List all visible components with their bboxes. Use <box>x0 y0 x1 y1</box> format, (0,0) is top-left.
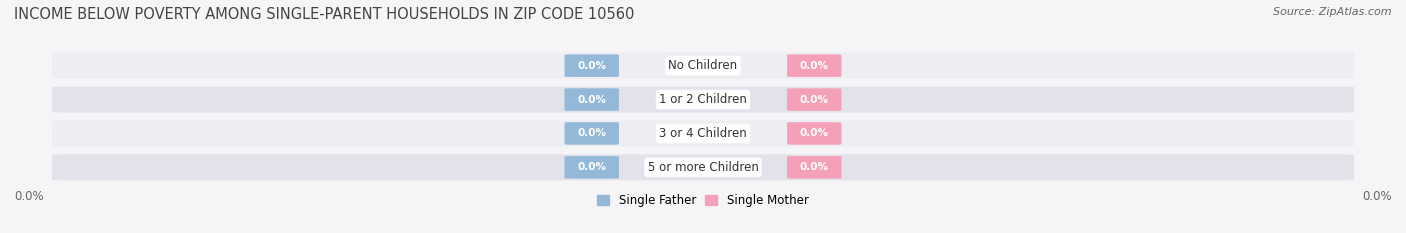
Text: Source: ZipAtlas.com: Source: ZipAtlas.com <box>1274 7 1392 17</box>
FancyBboxPatch shape <box>787 122 841 145</box>
Text: 0.0%: 0.0% <box>800 61 828 71</box>
Text: 3 or 4 Children: 3 or 4 Children <box>659 127 747 140</box>
FancyBboxPatch shape <box>565 122 619 145</box>
Text: No Children: No Children <box>668 59 738 72</box>
FancyBboxPatch shape <box>565 55 619 77</box>
Text: 0.0%: 0.0% <box>14 190 44 203</box>
FancyBboxPatch shape <box>787 88 841 111</box>
Text: 0.0%: 0.0% <box>578 128 606 138</box>
FancyBboxPatch shape <box>565 156 619 178</box>
Text: 0.0%: 0.0% <box>578 162 606 172</box>
FancyBboxPatch shape <box>52 86 1354 113</box>
Text: 0.0%: 0.0% <box>1362 190 1392 203</box>
FancyBboxPatch shape <box>787 156 841 178</box>
Text: INCOME BELOW POVERTY AMONG SINGLE-PARENT HOUSEHOLDS IN ZIP CODE 10560: INCOME BELOW POVERTY AMONG SINGLE-PARENT… <box>14 7 634 22</box>
FancyBboxPatch shape <box>52 120 1354 147</box>
Text: 0.0%: 0.0% <box>800 128 828 138</box>
FancyBboxPatch shape <box>52 53 1354 79</box>
FancyBboxPatch shape <box>565 88 619 111</box>
FancyBboxPatch shape <box>52 154 1354 180</box>
Text: 0.0%: 0.0% <box>578 61 606 71</box>
FancyBboxPatch shape <box>787 55 841 77</box>
Legend: Single Father, Single Mother: Single Father, Single Mother <box>593 190 813 212</box>
Text: 5 or more Children: 5 or more Children <box>648 161 758 174</box>
Text: 0.0%: 0.0% <box>800 162 828 172</box>
Text: 1 or 2 Children: 1 or 2 Children <box>659 93 747 106</box>
Text: 0.0%: 0.0% <box>578 95 606 105</box>
Text: 0.0%: 0.0% <box>800 95 828 105</box>
